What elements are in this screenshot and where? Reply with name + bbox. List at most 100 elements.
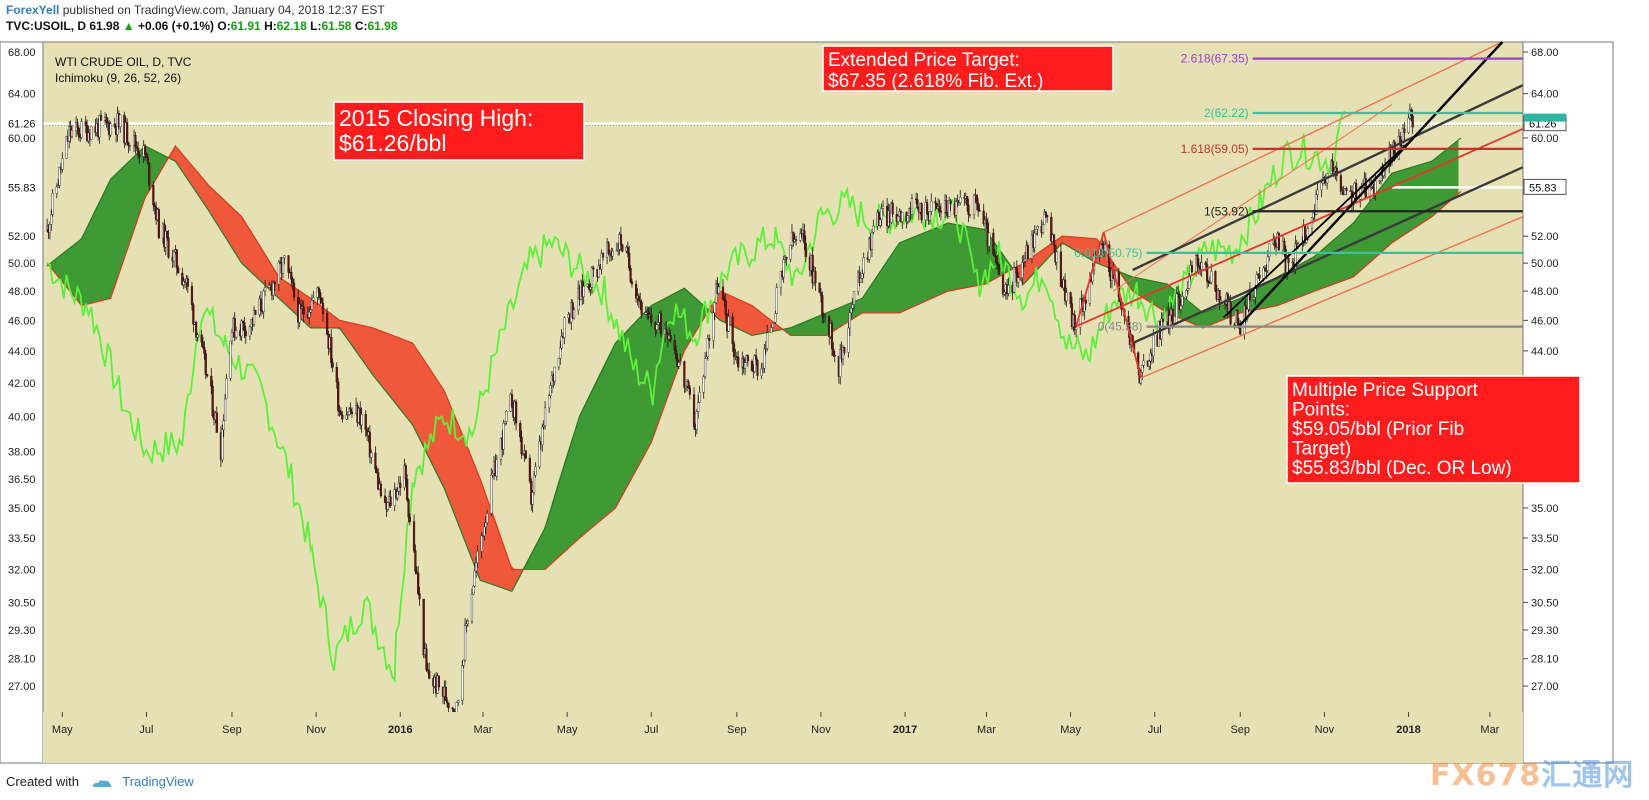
candle-body: [1168, 315, 1171, 329]
candle-body: [1263, 267, 1267, 272]
candle-body: [972, 195, 976, 215]
candle-body: [774, 313, 777, 323]
y-tick-left: 64.00: [8, 89, 36, 101]
candle-body: [65, 136, 68, 159]
candle-body: [292, 282, 296, 298]
candle-body: [543, 407, 547, 427]
candle-body: [779, 271, 783, 288]
cloud-segment: [1445, 146, 1451, 206]
cloud-segment: [1354, 214, 1360, 277]
x-tick-label: Sep: [1230, 724, 1250, 736]
cloud-segment: [485, 493, 491, 585]
pitchfork-median: [1075, 128, 1524, 328]
candle-body: [243, 322, 246, 332]
candle-body: [1368, 186, 1371, 199]
cloud-segment: [1408, 166, 1413, 233]
candle-body: [210, 375, 213, 387]
cloud-segment: [435, 377, 441, 481]
cloud-segment: [1395, 170, 1401, 241]
candle-body: [996, 262, 999, 265]
tradingview-link[interactable]: TradingView: [122, 774, 194, 789]
candle-body: [1214, 271, 1217, 292]
candle-body: [706, 338, 709, 358]
candle-body: [600, 253, 603, 270]
y-tick-left: 35.00: [8, 503, 36, 515]
cloud-segment: [944, 222, 950, 293]
wedge-line-up: [1075, 231, 1105, 327]
cloud-segment: [551, 490, 557, 564]
candle-body: [795, 239, 798, 241]
y-tick-left: 46.00: [8, 315, 36, 327]
candle-body: [200, 334, 203, 343]
candle-body: [637, 295, 640, 301]
candle-body: [248, 326, 251, 337]
candle-body: [705, 356, 708, 359]
cloud-segment: [903, 238, 909, 312]
cloud-segment: [737, 298, 743, 332]
candle-body: [891, 202, 894, 215]
publisher-name[interactable]: ForexYell: [6, 3, 60, 17]
candle-body: [153, 204, 156, 208]
candle-body: [1411, 115, 1414, 128]
candle-body: [1041, 224, 1045, 233]
annotation-text: $61.26/bbl: [339, 130, 446, 156]
candle-body: [760, 368, 763, 376]
candle-body: [338, 410, 341, 412]
candle-body: [241, 320, 245, 323]
candle-body: [320, 297, 323, 304]
candle-body: [771, 323, 774, 328]
candle-body: [557, 358, 560, 368]
candle-body: [268, 284, 271, 288]
cloud-segment: [108, 175, 114, 299]
candles: [46, 103, 1414, 723]
candle-body: [814, 271, 817, 283]
cloud-segment: [932, 227, 938, 299]
candle-body: [195, 322, 198, 338]
candle-body: [590, 267, 594, 288]
y-tick-right: 32.00: [1531, 564, 1559, 576]
candle-body: [204, 353, 207, 375]
y-tick-right: 44.00: [1531, 346, 1559, 358]
candle-body: [137, 148, 140, 156]
candle-body: [977, 203, 980, 211]
cloud-segment: [597, 370, 602, 524]
candle-body: [1178, 294, 1181, 310]
candle-body: [1142, 360, 1145, 366]
cloud-segment: [1155, 281, 1161, 310]
cloud-segment: [924, 230, 929, 303]
cloud-segment: [444, 390, 449, 499]
candle-body: [476, 551, 479, 563]
y-tick-left: 27.00: [8, 681, 36, 693]
candle-body: [502, 422, 505, 450]
candle-body: [145, 154, 148, 158]
cloud-segment: [398, 337, 404, 414]
candle-body: [766, 332, 769, 349]
candle-body: [644, 312, 647, 315]
candle-body: [341, 414, 344, 420]
candle-body: [166, 230, 169, 239]
cloud-segment: [233, 207, 238, 258]
cloud-segment: [1271, 277, 1277, 308]
candle-body: [277, 261, 280, 285]
senkou-span-a: [46, 137, 1462, 592]
annotation-text: Points:: [1292, 400, 1350, 421]
candle-body: [859, 278, 863, 283]
cloud-segment: [1317, 249, 1322, 291]
cloud-segment: [841, 304, 847, 327]
candle-body: [1283, 240, 1286, 250]
candle-body: [1073, 314, 1076, 330]
candle-body: [272, 282, 275, 296]
cloud-segment: [390, 334, 396, 403]
candle-body: [1148, 360, 1151, 367]
x-tick-label: 2017: [893, 724, 917, 736]
y-tick-right: 64.00: [1531, 89, 1559, 101]
cloud-segment: [468, 450, 474, 562]
cloud-segment: [568, 437, 573, 549]
cloud-segment: [1449, 142, 1455, 202]
cloud-segment: [1217, 304, 1223, 323]
candle-body: [302, 306, 305, 315]
candle-body: [279, 261, 282, 264]
candle-body: [379, 483, 383, 497]
candle-body: [695, 411, 698, 430]
